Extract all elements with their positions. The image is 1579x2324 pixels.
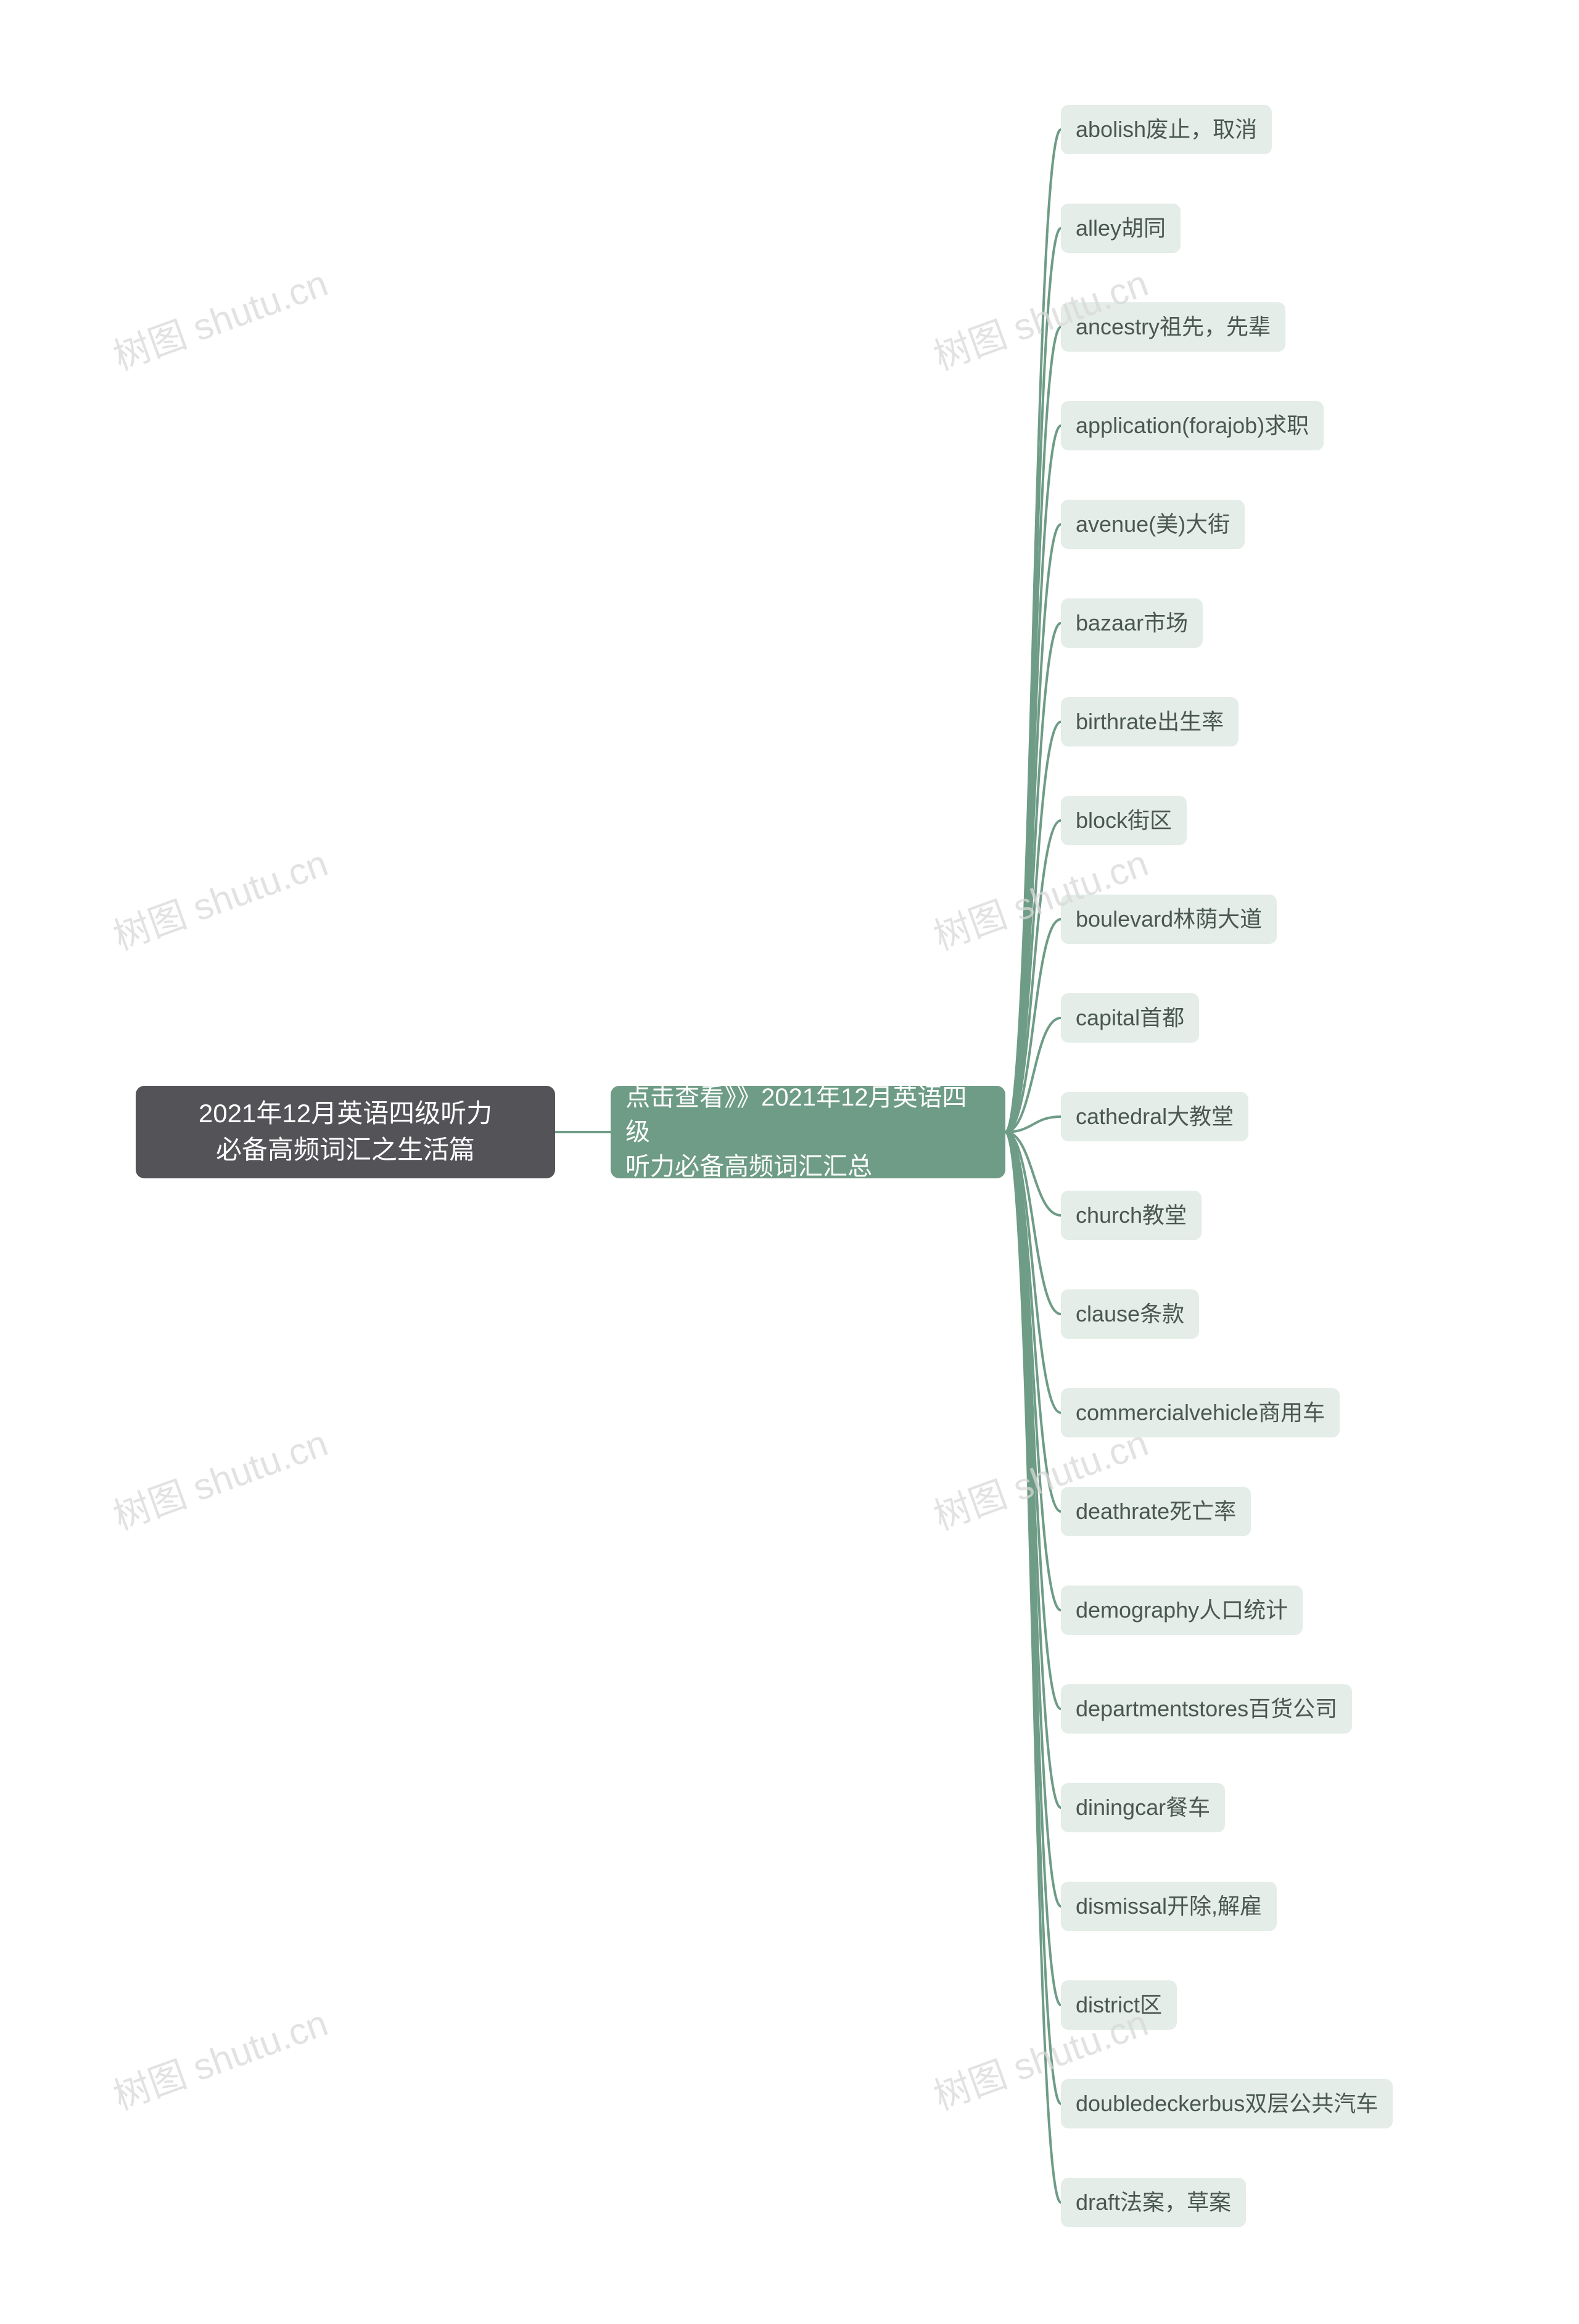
mindmap-leaf-node: bazaar市场 xyxy=(1061,598,1203,648)
leaf-label: deathrate死亡率 xyxy=(1076,1496,1236,1527)
mindmap-leaf-node: alley胡同 xyxy=(1061,204,1181,253)
leaf-label: block街区 xyxy=(1076,805,1172,836)
leaf-label: district区 xyxy=(1076,1990,1162,2020)
mindmap-leaf-node: boulevard林荫大道 xyxy=(1061,895,1277,944)
watermark-text: 树图 shutu.cn xyxy=(105,833,334,961)
leaf-label: clause条款 xyxy=(1076,1299,1184,1329)
leaf-label: doubledeckerbus双层公共汽车 xyxy=(1076,2088,1378,2119)
mindmap-leaf-node: application(forajob)求职 xyxy=(1061,401,1324,450)
leaf-label: dismissal开除,解雇 xyxy=(1076,1891,1262,1922)
leaf-label: commercialvehicle商用车 xyxy=(1076,1397,1325,1428)
mindmap-leaf-node: district区 xyxy=(1061,1980,1177,2030)
mindmap-leaf-node: block街区 xyxy=(1061,796,1187,845)
root-title-line1: 2021年12月英语四级听力 xyxy=(199,1096,492,1132)
watermark-text: 树图 shutu.cn xyxy=(105,254,334,381)
mindmap-leaf-node: capital首都 xyxy=(1061,993,1199,1043)
leaf-label: demography人口统计 xyxy=(1076,1595,1288,1626)
leaf-label: cathedral大教堂 xyxy=(1076,1101,1234,1132)
leaf-label: abolish废止，取消 xyxy=(1076,114,1257,145)
mindmap-leaf-node: diningcar餐车 xyxy=(1061,1783,1225,1832)
mindmap-leaf-node: deathrate死亡率 xyxy=(1061,1487,1251,1536)
leaf-label: diningcar餐车 xyxy=(1076,1792,1210,1823)
mindmap-leaf-node: cathedral大教堂 xyxy=(1061,1092,1248,1141)
leaf-label: departmentstores百货公司 xyxy=(1076,1693,1337,1724)
leaf-label: draft法案，草案 xyxy=(1076,2187,1231,2218)
mindmap-leaf-node: doubledeckerbus双层公共汽车 xyxy=(1061,2079,1393,2128)
leaf-label: application(forajob)求职 xyxy=(1076,410,1309,441)
watermark-text: 树图 shutu.cn xyxy=(105,1413,334,1540)
mindmap-leaf-node: abolish废止，取消 xyxy=(1061,105,1272,154)
root-title-line2: 必备高频词汇之生活篇 xyxy=(216,1132,475,1168)
mindmap-root-node: 2021年12月英语四级听力 必备高频词汇之生活篇 xyxy=(136,1086,555,1178)
sub-title-line2: 听力必备高频词汇汇总 xyxy=(625,1149,991,1184)
leaf-label: church教堂 xyxy=(1076,1200,1187,1231)
leaf-label: avenue(美)大街 xyxy=(1076,509,1230,540)
leaf-label: alley胡同 xyxy=(1076,213,1166,244)
leaf-label: boulevard林荫大道 xyxy=(1076,904,1262,935)
mindmap-leaf-node: departmentstores百货公司 xyxy=(1061,1684,1352,1734)
mindmap-leaf-node: church教堂 xyxy=(1061,1191,1202,1240)
leaf-label: ancestry祖先，先辈 xyxy=(1076,312,1271,342)
mindmap-leaf-node: birthrate出生率 xyxy=(1061,697,1239,746)
mindmap-leaf-node: ancestry祖先，先辈 xyxy=(1061,302,1285,352)
mindmap-leaf-node: draft法案，草案 xyxy=(1061,2178,1246,2227)
leaf-label: birthrate出生率 xyxy=(1076,706,1224,737)
mindmap-leaf-node: commercialvehicle商用车 xyxy=(1061,1388,1340,1437)
mindmap-leaf-node: avenue(美)大街 xyxy=(1061,500,1245,549)
sub-title-line1: 点击查看》》2021年12月英语四级 xyxy=(625,1080,991,1149)
watermark-text: 树图 shutu.cn xyxy=(105,1993,334,2120)
mindmap-sub-node: 点击查看》》2021年12月英语四级 听力必备高频词汇汇总 xyxy=(611,1086,1005,1178)
mindmap-leaf-node: clause条款 xyxy=(1061,1289,1199,1339)
mindmap-leaf-node: demography人口统计 xyxy=(1061,1586,1303,1635)
leaf-label: capital首都 xyxy=(1076,1003,1184,1033)
leaf-label: bazaar市场 xyxy=(1076,608,1188,639)
mindmap-leaf-node: dismissal开除,解雇 xyxy=(1061,1882,1277,1931)
